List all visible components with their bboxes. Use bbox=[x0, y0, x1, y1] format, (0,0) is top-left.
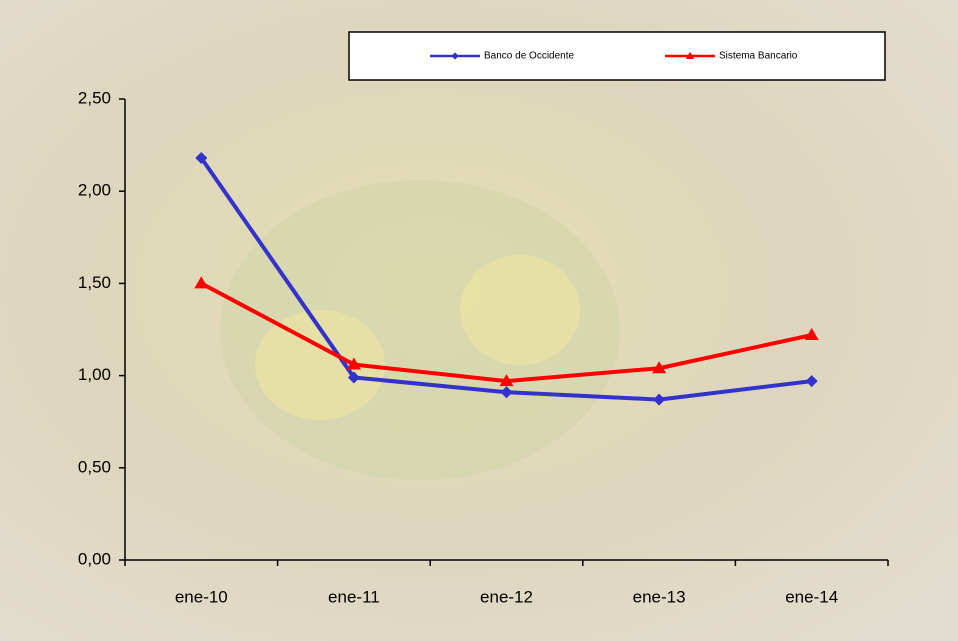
chart: 0,00 0,50 1,00 1,50 2,00 2,50 ene-10 ene-11 ene-… bbox=[0, 0, 958, 641]
y-tick-label: 0,50 bbox=[78, 457, 111, 476]
y-tick-label: 2,00 bbox=[78, 181, 111, 200]
y-tick-label: 0,00 bbox=[78, 549, 111, 568]
x-tick-label: ene-11 bbox=[328, 587, 380, 606]
y-tick-label: 1,00 bbox=[78, 365, 111, 384]
background-shape bbox=[460, 255, 580, 365]
x-tick-label: ene-14 bbox=[785, 587, 838, 606]
x-tick-label: ene-10 bbox=[175, 587, 228, 606]
x-tick-label: ene-12 bbox=[480, 587, 533, 606]
x-tick-label: ene-13 bbox=[633, 587, 686, 606]
legend-label: Sistema Bancario bbox=[719, 51, 798, 62]
legend-label: Banco de Occidente bbox=[484, 51, 574, 62]
legend bbox=[349, 32, 885, 80]
page: {"chart_data": {"type": "line", "categor… bbox=[0, 0, 958, 641]
y-tick-label: 2,50 bbox=[78, 88, 111, 107]
y-tick-label: 1,50 bbox=[78, 273, 111, 292]
